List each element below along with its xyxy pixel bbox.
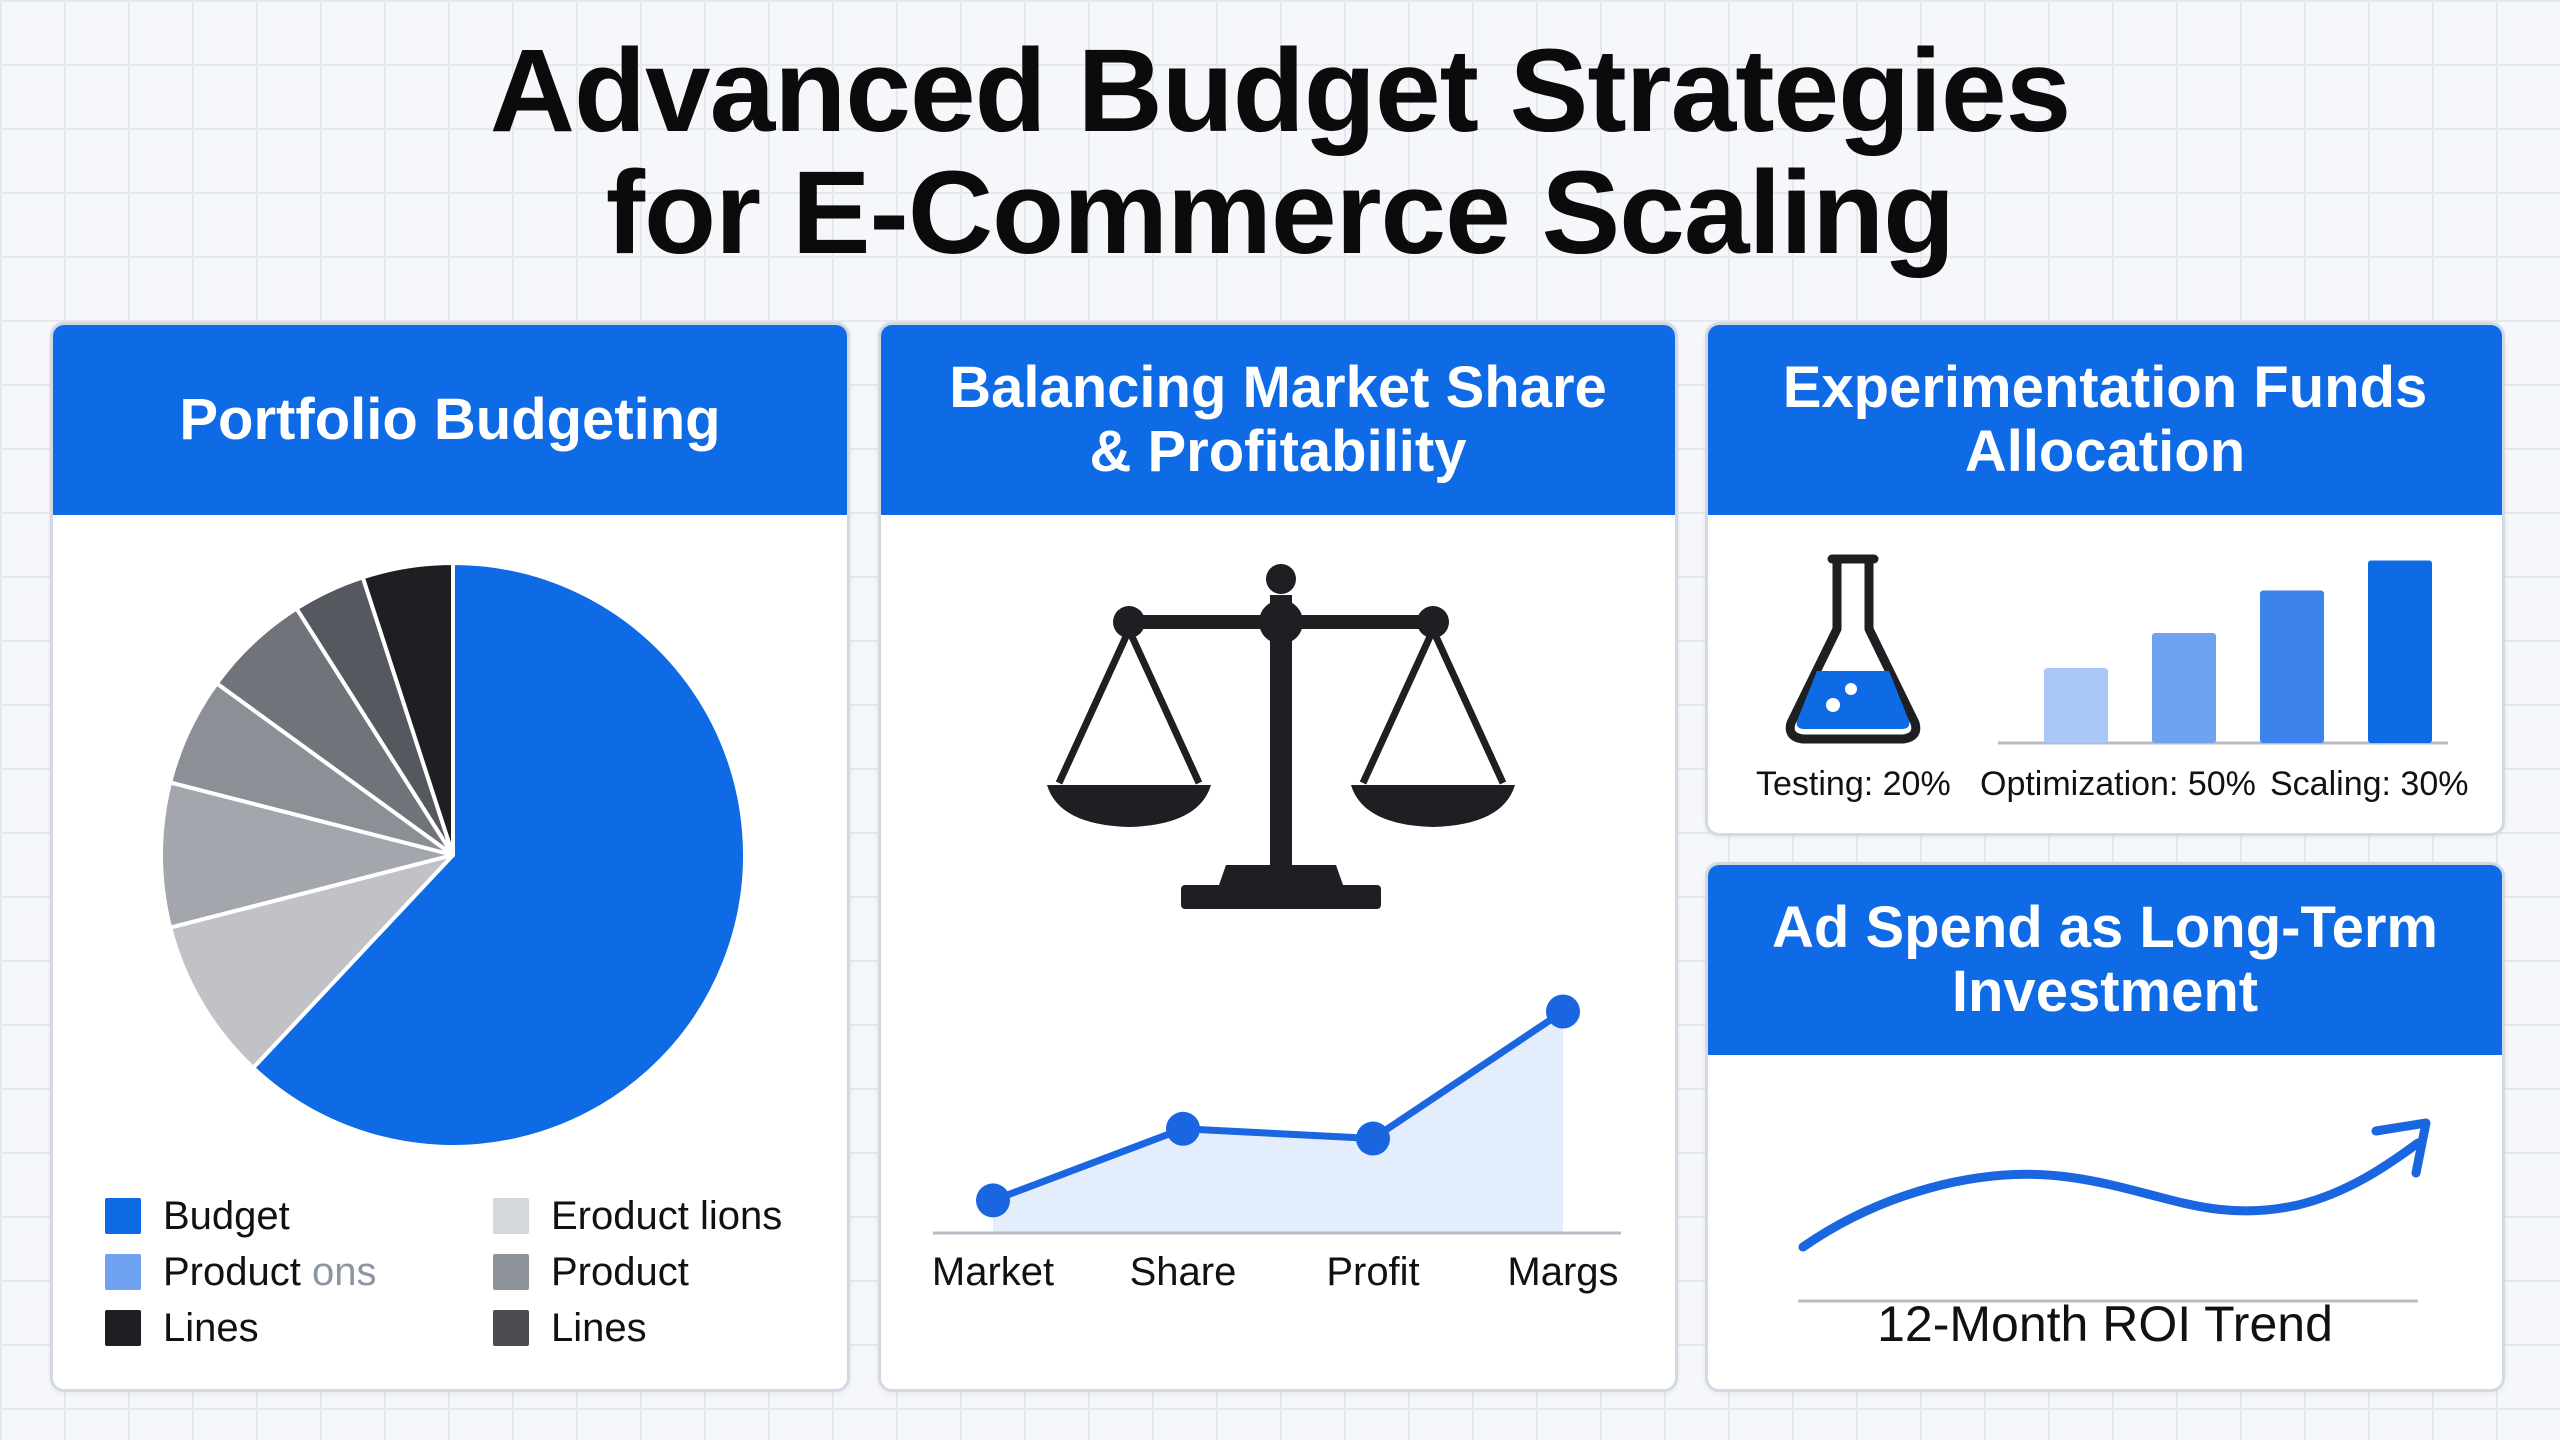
pie-slice-1 xyxy=(168,853,455,1070)
portfolio-budgeting-card: Portfolio Budgeting Budget Eroduct lions P… xyxy=(50,322,850,1392)
x-tick-label: Share xyxy=(1130,1250,1237,1294)
legend-swatch xyxy=(105,1310,141,1346)
legend-swatch xyxy=(493,1254,529,1290)
legend-label: Lines xyxy=(551,1305,647,1350)
legend-item: Product xyxy=(493,1249,823,1294)
market-area-chart: Market Share Profit Margs xyxy=(932,994,1621,1294)
ad-spend-card: Ad Spend as Long-Term Investment 12-Mont… xyxy=(1705,862,2505,1392)
roi-caption: 12-Month ROI Trend xyxy=(1877,1296,2333,1352)
pie-slice-2 xyxy=(159,780,455,930)
page-title: Advanced Budget Strategies for E-Commerc… xyxy=(0,30,2560,274)
bar xyxy=(2260,590,2324,743)
balance-scale-icon xyxy=(1047,564,1515,909)
bar xyxy=(2368,560,2432,743)
legend-swatch xyxy=(105,1198,141,1234)
x-tick-label: Profit xyxy=(1326,1250,1419,1294)
title-line-2: for E-Commerce Scaling xyxy=(605,147,1955,279)
trend-arrow-icon xyxy=(1798,1118,2431,1303)
bar xyxy=(2152,633,2216,743)
flask-icon xyxy=(1785,554,1921,744)
data-point xyxy=(1546,994,1580,1029)
x-tick-label: Margs xyxy=(1507,1250,1618,1294)
x-tick-label: Market xyxy=(932,1250,1054,1294)
pie-slice-6 xyxy=(360,561,455,857)
experimentation-heading: Experimentation Funds Allocation xyxy=(1782,355,2428,484)
market-profit-card: Balancing Market Share & Profitability M… xyxy=(878,322,1678,1392)
legend-swatch xyxy=(493,1310,529,1346)
title-line-1: Advanced Budget Strategies xyxy=(489,25,2071,157)
legend-item: Lines xyxy=(493,1305,823,1350)
legend-label: Budget xyxy=(163,1193,290,1238)
legend-label: Product xyxy=(551,1249,689,1294)
portfolio-card-header: Portfolio Budgeting xyxy=(53,325,847,515)
market-heading: Balancing Market Share & Profitability xyxy=(949,355,1607,484)
legend-swatch xyxy=(105,1254,141,1290)
ad-spend-card-header: Ad Spend as Long-Term Investment xyxy=(1708,865,2502,1055)
scaling-label: Scaling: 30% xyxy=(2270,765,2469,803)
portfolio-pie-chart xyxy=(159,561,747,1149)
legend-label: Eroduct lions xyxy=(551,1193,783,1238)
optimization-label: Optimization: 50% xyxy=(1980,765,2256,803)
pie-slice-0 xyxy=(251,561,747,1149)
legend-item: Eroduct lions xyxy=(493,1193,823,1238)
legend-label: Product ons xyxy=(163,1249,377,1294)
portfolio-heading: Portfolio Budgeting xyxy=(179,387,721,452)
market-card-header: Balancing Market Share & Profitability xyxy=(881,325,1675,515)
experimentation-card-header: Experimentation Funds Allocation xyxy=(1708,325,2502,515)
data-point xyxy=(1356,1121,1390,1156)
bar xyxy=(2044,668,2108,743)
testing-label: Testing: 20% xyxy=(1756,765,1951,803)
legend-item: Budget xyxy=(105,1193,493,1238)
experimentation-card: Experimentation Funds Allocation Testing… xyxy=(1705,322,2505,836)
data-point xyxy=(1166,1111,1200,1146)
series-line xyxy=(991,1008,1565,1204)
legend-swatch xyxy=(493,1198,529,1234)
data-point xyxy=(976,1183,1010,1218)
legend-label: Lines xyxy=(163,1305,259,1350)
legend-item: Lines xyxy=(105,1305,493,1350)
experimentation-bar-chart xyxy=(1998,560,2448,745)
legend-item: Product ons xyxy=(105,1249,493,1294)
ad-spend-heading: Ad Spend as Long-Term Investment xyxy=(1772,895,2438,1024)
area-fill xyxy=(993,1011,1563,1233)
portfolio-legend: Budget Eroduct lions Product ons Product Lin… xyxy=(105,1193,825,1350)
